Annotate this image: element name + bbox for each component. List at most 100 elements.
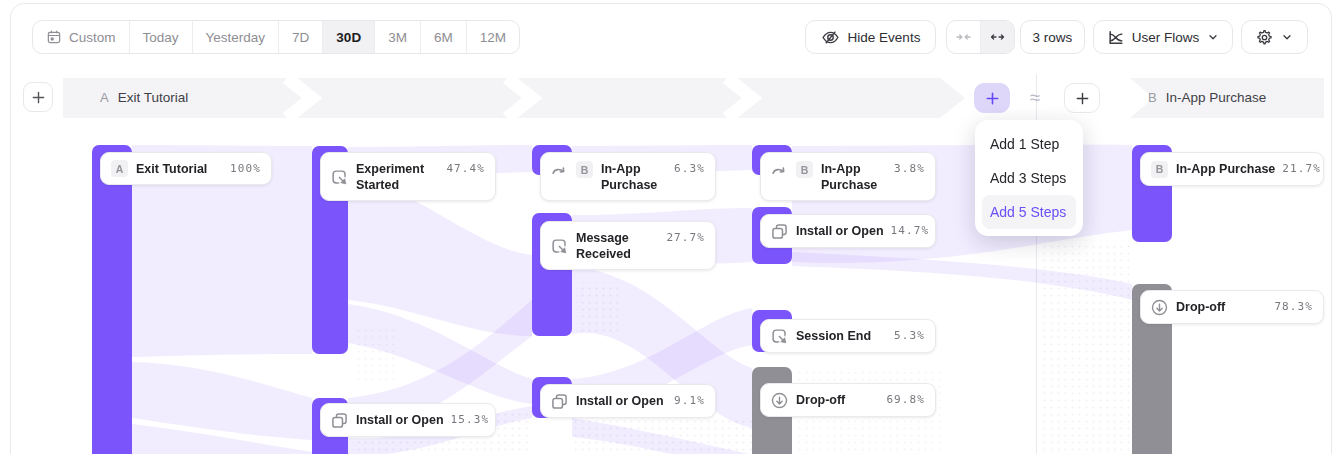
date-range-label: Today [143, 30, 179, 45]
date-range-yesterday[interactable]: Yesterday [193, 21, 280, 53]
date-range-label: 7D [292, 30, 309, 45]
plus-icon [1075, 91, 1090, 106]
flow-node-label: Install or Open [796, 223, 884, 239]
drop-off-icon [1151, 299, 1168, 316]
user-flows-icon [1107, 29, 1124, 46]
cursor-event-icon [331, 169, 348, 186]
event-badge: A [111, 160, 128, 177]
flow-node-percent: 14.7% [884, 223, 930, 239]
flow-node-label: Session End [796, 328, 871, 344]
chevron-down-icon [1281, 31, 1293, 43]
flow-node-card-a1[interactable]: A Exit Tutorial 100% [100, 152, 272, 185]
collapse-columns-button[interactable] [947, 21, 981, 53]
section-b-label: In-App Purchase [1166, 90, 1267, 105]
menu-item-add-5-steps[interactable]: Add 5 Steps [982, 195, 1076, 229]
date-range-segmented-control: Custom Today Yesterday 7D 30D 3M 6M 12M [32, 20, 520, 54]
flow-node-card-d2[interactable]: Install or Open14.7% [760, 214, 936, 248]
goal-arrow-icon [551, 162, 568, 179]
flow-node-percent: 6.3% [667, 161, 705, 177]
hide-events-label: Hide Events [848, 30, 921, 45]
flow-node-label: Experiment Started [356, 161, 439, 193]
date-range-12m[interactable]: 12M [467, 21, 519, 53]
date-range-30d[interactable]: 30D [323, 21, 375, 53]
date-range-7d[interactable]: 7D [279, 21, 323, 53]
cursor-event-icon [551, 238, 568, 255]
settings-button[interactable] [1241, 20, 1308, 54]
flow-node-card-c1[interactable]: BIn-App Purchase6.3% [540, 152, 716, 201]
calendar-icon [46, 29, 62, 45]
install-open-icon [551, 393, 568, 410]
flow-node-card-d4[interactable]: Drop-off 69.8% [760, 383, 936, 417]
drop-off-icon [771, 392, 788, 409]
flow-node-card-c3[interactable]: Install or Open9.1% [540, 384, 716, 418]
expand-arrows-icon [989, 29, 1006, 45]
section-b-header[interactable]: B In-App Purchase [1148, 90, 1266, 105]
view-selector-button[interactable]: User Flows [1093, 20, 1233, 54]
date-range-label: 12M [480, 30, 506, 45]
rows-button[interactable]: 3 rows [1020, 20, 1085, 54]
expand-columns-button[interactable] [981, 21, 1014, 53]
plus-icon [31, 90, 46, 105]
plus-icon [985, 91, 1000, 106]
section-b-badge: B [1148, 90, 1157, 105]
flow-node-percent: 69.8% [879, 392, 925, 408]
add-steps-button-active[interactable] [974, 83, 1010, 113]
section-a-badge: A [100, 90, 109, 105]
flow-node-card-e2[interactable]: Drop-off78.3% [1140, 290, 1324, 324]
flow-node-card-e1[interactable]: B In-App Purchase21.7% [1140, 152, 1324, 186]
flow-node-card-b2[interactable]: Install or Open15.3% [320, 403, 496, 437]
flow-node-percent: 9.1% [667, 393, 705, 409]
date-range-label: 3M [388, 30, 407, 45]
date-range-label: 30D [336, 30, 361, 45]
flow-header-band-a [63, 78, 965, 118]
flow-node-percent: 27.7% [659, 230, 705, 246]
approx-symbol: ≈ [1022, 83, 1048, 113]
date-range-today[interactable]: Today [130, 21, 193, 53]
hide-events-button[interactable]: Hide Events [805, 20, 936, 54]
flow-node-label: Message Received [576, 230, 659, 262]
date-range-label: Yesterday [206, 30, 266, 45]
date-range-label: 6M [434, 30, 453, 45]
menu-item-add-3-steps[interactable]: Add 3 Steps [982, 161, 1076, 195]
flow-node-label: In-App Purchase [1176, 161, 1275, 177]
flow-node-card-c2[interactable]: Message Received27.7% [540, 221, 716, 270]
eye-off-icon [821, 28, 840, 47]
install-open-icon [771, 223, 788, 240]
flow-node-card-b1[interactable]: Experiment Started47.4% [320, 152, 496, 201]
flow-node-label: Exit Tutorial [136, 161, 207, 177]
flow-node-percent: 47.4% [439, 161, 485, 177]
flow-bar-a1[interactable] [92, 145, 132, 454]
add-step-right-button[interactable] [1064, 83, 1100, 113]
install-open-icon [331, 412, 348, 429]
event-badge: B [796, 161, 813, 178]
add-step-left-button[interactable] [23, 82, 53, 112]
flow-node-percent: 5.3% [887, 328, 925, 344]
goal-arrow-icon [771, 162, 788, 179]
event-badge: B [576, 161, 593, 178]
flow-node-percent: 3.8% [887, 161, 925, 177]
add-steps-menu: Add 1 StepAdd 3 StepsAdd 5 Steps [975, 120, 1083, 236]
flow-node-card-d1[interactable]: B In-App Purchase3.8% [760, 152, 936, 201]
flow-node-label: In-App Purchase [821, 161, 887, 193]
event-badge: B [1151, 161, 1168, 178]
collapse-arrows-icon [955, 29, 972, 45]
gear-icon [1256, 29, 1273, 46]
collapse-expand-segmented-control [946, 20, 1015, 54]
flow-node-label: Install or Open [576, 393, 664, 409]
date-range-label: Custom [69, 30, 116, 45]
cursor-event-icon [771, 328, 788, 345]
date-range-3m[interactable]: 3M [375, 21, 421, 53]
menu-item-add-1-step[interactable]: Add 1 Step [982, 127, 1076, 161]
date-range-6m[interactable]: 6M [421, 21, 467, 53]
chevron-down-icon [1207, 31, 1219, 43]
date-range-custom[interactable]: Custom [33, 21, 130, 53]
flow-node-label: Drop-off [796, 392, 845, 408]
flow-node-card-d3[interactable]: Session End 5.3% [760, 319, 936, 353]
section-a-header[interactable]: A Exit Tutorial [100, 90, 188, 105]
flow-node-percent: 21.7% [1275, 161, 1321, 177]
flow-node-percent: 15.3% [444, 412, 490, 428]
view-selector-label: User Flows [1132, 30, 1200, 45]
section-a-label: Exit Tutorial [118, 90, 189, 105]
flow-node-percent: 100% [223, 161, 261, 177]
flow-node-label: Drop-off [1176, 299, 1225, 315]
